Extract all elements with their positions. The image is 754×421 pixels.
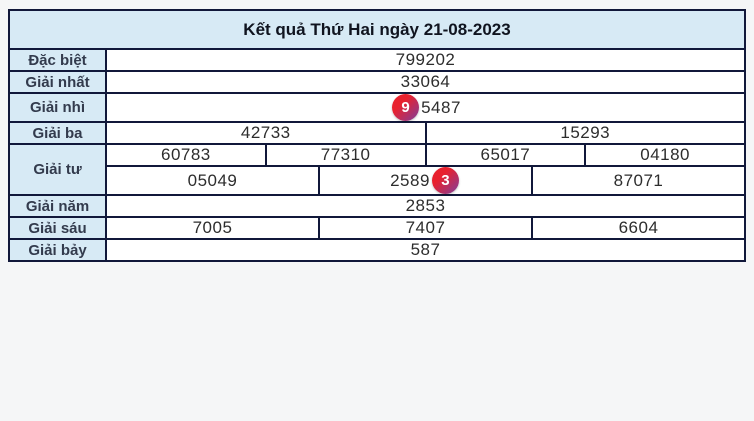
result-cell: 799202 bbox=[107, 50, 744, 70]
result-number: 04180 bbox=[640, 145, 691, 164]
result-cell: 15293 bbox=[426, 123, 744, 143]
table-row: Giải tư 60783 77310 65017 04180 05049 2589 3 870… bbox=[10, 143, 744, 194]
result-cell: 05049 bbox=[107, 167, 320, 194]
result-number: 60783 bbox=[160, 145, 211, 164]
result-cell: 587 bbox=[107, 240, 744, 260]
result-cell: 77310 bbox=[266, 145, 427, 165]
row-values: 587 bbox=[107, 240, 744, 260]
result-number: 6604 bbox=[618, 218, 659, 237]
row-line: 2853 bbox=[107, 196, 744, 216]
result-cell: 60783 bbox=[107, 145, 267, 165]
row-line: 42733 15293 bbox=[107, 123, 744, 143]
table-title: Kết quả Thứ Hai ngày 21-08-2023 bbox=[10, 11, 744, 48]
result-cell: 2589 3 bbox=[320, 167, 533, 194]
result-cell: 6604 bbox=[533, 218, 744, 238]
row-label: Giải tư bbox=[10, 145, 107, 194]
result-number: 05049 bbox=[187, 170, 238, 190]
result-cell: 65017 bbox=[426, 145, 587, 165]
row-line: 799202 bbox=[107, 50, 744, 70]
row-line: 60783 77310 65017 04180 bbox=[107, 145, 744, 165]
table-row: Giải nhất 33064 bbox=[10, 70, 744, 92]
row-line: 9 5487 bbox=[107, 94, 744, 121]
result-cell: 7407 bbox=[320, 218, 533, 238]
row-label: Giải sáu bbox=[10, 218, 107, 238]
result-number: 2853 bbox=[405, 196, 446, 215]
result-number: 77310 bbox=[320, 145, 371, 164]
row-line: 05049 2589 3 87071 bbox=[107, 165, 744, 194]
result-number: 7407 bbox=[405, 218, 446, 237]
result-number: 65017 bbox=[480, 145, 531, 164]
result-number: 87071 bbox=[613, 170, 664, 190]
result-number: 799202 bbox=[395, 50, 456, 69]
row-values: 7005 7407 6604 bbox=[107, 218, 744, 238]
digit-badge: 9 bbox=[392, 94, 420, 121]
result-number: 7005 bbox=[192, 218, 233, 237]
results-rows: Đặc biệt 799202 Giải nhất 33064 Giải nhì 9 548… bbox=[10, 48, 744, 260]
digit-badge: 3 bbox=[431, 167, 459, 194]
result-cell: 42733 bbox=[107, 123, 427, 143]
table-row: Đặc biệt 799202 bbox=[10, 48, 744, 70]
row-values: 33064 bbox=[107, 72, 744, 92]
table-row: Giải nhì 9 5487 bbox=[10, 92, 744, 121]
row-label: Giải ba bbox=[10, 123, 107, 143]
result-cell: 9 5487 bbox=[107, 94, 744, 121]
lottery-results-table: Kết quả Thứ Hai ngày 21-08-2023 Đặc biệt… bbox=[8, 9, 746, 262]
table-row: Giải năm 2853 bbox=[10, 194, 744, 216]
row-label: Giải năm bbox=[10, 196, 107, 216]
result-cell: 2853 bbox=[107, 196, 744, 216]
table-row: Giải bảy 587 bbox=[10, 238, 744, 260]
result-cell: 04180 bbox=[586, 145, 744, 165]
row-values: 42733 15293 bbox=[107, 123, 744, 143]
result-number: 5487 bbox=[421, 97, 461, 117]
table-row: Giải ba 42733 15293 bbox=[10, 121, 744, 143]
result-cell: 33064 bbox=[107, 72, 744, 92]
row-values: 9 5487 bbox=[107, 94, 744, 121]
row-line: 33064 bbox=[107, 72, 744, 92]
result-number: 33064 bbox=[400, 72, 451, 91]
row-values: 60783 77310 65017 04180 05049 2589 3 87071 bbox=[107, 145, 744, 194]
result-number: 587 bbox=[410, 240, 441, 259]
row-label: Giải bảy bbox=[10, 240, 107, 260]
row-label: Giải nhất bbox=[10, 72, 107, 92]
row-values: 799202 bbox=[107, 50, 744, 70]
row-label: Đặc biệt bbox=[10, 50, 107, 70]
row-values: 2853 bbox=[107, 196, 744, 216]
table-row: Giải sáu 7005 7407 6604 bbox=[10, 216, 744, 238]
row-line: 587 bbox=[107, 240, 744, 260]
row-label: Giải nhì bbox=[10, 94, 107, 121]
result-number: 42733 bbox=[240, 123, 291, 142]
result-number: 15293 bbox=[560, 123, 611, 142]
result-cell: 7005 bbox=[107, 218, 320, 238]
result-number: 2589 bbox=[390, 170, 430, 190]
row-line: 7005 7407 6604 bbox=[107, 218, 744, 238]
result-cell: 87071 bbox=[533, 167, 744, 194]
